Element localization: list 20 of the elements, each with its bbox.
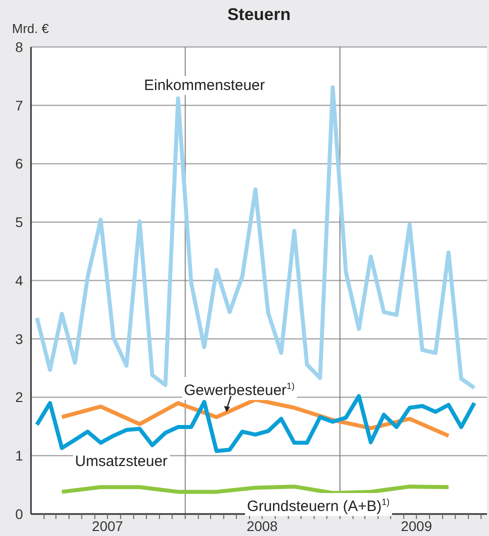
y-tick-label: 6 (15, 156, 24, 172)
y-tick-label: 1 (15, 448, 24, 464)
y-tick-label: 4 (15, 272, 24, 288)
series-label: Grundsteuern (A+B)$^{1)}$ (245, 493, 392, 516)
chart-title: Steuern (227, 5, 291, 24)
y-tick-label: 7 (15, 97, 24, 114)
x-tick-label: 2008 (246, 518, 278, 534)
x-tick-label: 2007 (92, 518, 124, 534)
y-tick-label: 8 (15, 38, 24, 55)
line-series (60, 484, 451, 495)
series-label: Umsatzsteuer (73, 452, 170, 471)
y-tick-label: 5 (15, 214, 24, 230)
y-tick-label: 2 (15, 389, 24, 406)
series-label: Gewerbesteuer$^{1)}$ (182, 377, 297, 400)
y-tick-label: 3 (15, 330, 24, 347)
y-axis-title: Mrd. € (12, 21, 49, 36)
series-label: Einkommensteuer (142, 76, 267, 95)
x-tick-label: 2009 (400, 518, 432, 534)
y-tick-label: 0 (15, 506, 24, 522)
line-series (34, 394, 476, 453)
